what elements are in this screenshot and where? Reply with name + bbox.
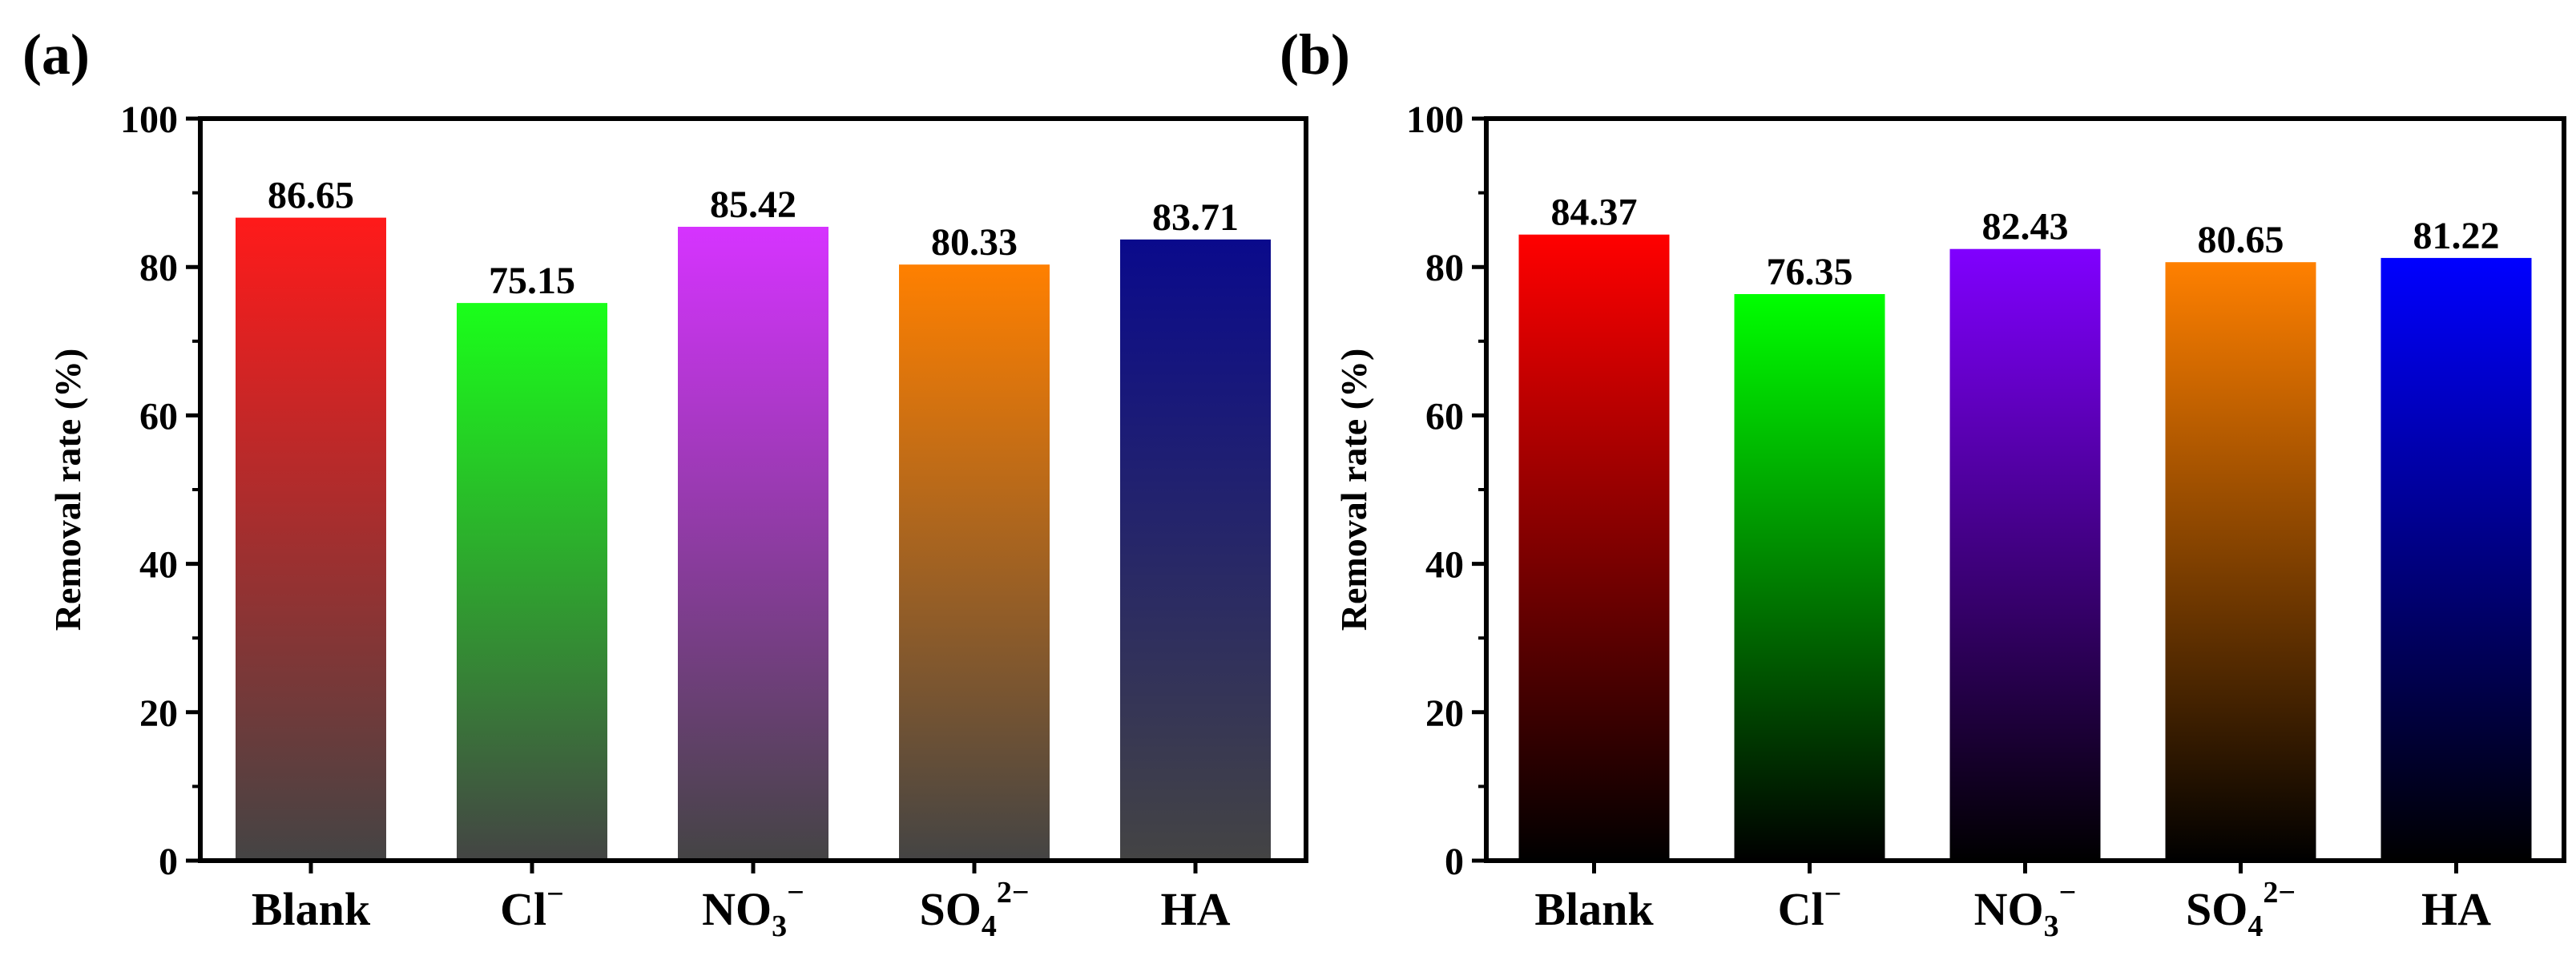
bar bbox=[899, 264, 1050, 861]
bar-value-label: 86.65 bbox=[268, 175, 354, 217]
bar bbox=[1120, 239, 1271, 861]
bar-value-label: 80.65 bbox=[2198, 219, 2284, 261]
bar bbox=[678, 227, 828, 861]
bar bbox=[2380, 257, 2532, 861]
y-tick-label: 0 bbox=[1445, 841, 1464, 883]
axes-frame bbox=[198, 116, 1308, 863]
y-tick-label: 80 bbox=[1425, 247, 1464, 289]
x-tick-label: Cl− bbox=[500, 877, 564, 935]
bar-value-label: 81.22 bbox=[2413, 215, 2500, 257]
x-tick-label: NO3− bbox=[1974, 876, 2077, 943]
y-tick-label: 40 bbox=[1425, 544, 1464, 587]
bar-value-label: 75.15 bbox=[489, 260, 575, 302]
bar-value-label: 84.37 bbox=[1551, 192, 1638, 234]
x-tick-label: HA bbox=[1161, 883, 1231, 935]
x-tick-label: Cl− bbox=[1778, 877, 1842, 935]
y-axis-title: Removal rate (%) bbox=[1333, 349, 1374, 631]
bar-value-label: 82.43 bbox=[1982, 206, 2069, 248]
y-tick-label: 100 bbox=[1406, 99, 1464, 141]
x-tick-label: Blank bbox=[252, 883, 371, 935]
bar bbox=[236, 217, 386, 861]
y-tick-label: 60 bbox=[139, 395, 178, 438]
x-tick-label: SO42− bbox=[919, 876, 1029, 943]
chart-panel-a: (a) 86.65 Blank 75.15 Cl− 85.42 NO3− 80.33 SO42−… bbox=[22, 22, 1308, 943]
bar-value-label: 80.33 bbox=[931, 221, 1018, 264]
x-tick-label: NO3− bbox=[702, 876, 804, 943]
bar bbox=[457, 303, 607, 861]
bar bbox=[1518, 234, 1670, 861]
y-tick-label: 40 bbox=[139, 544, 178, 587]
y-tick-label: 80 bbox=[139, 247, 178, 289]
panel-label: (a) bbox=[22, 22, 90, 87]
x-tick-label: HA bbox=[2421, 883, 2491, 935]
y-tick-label: 20 bbox=[1425, 692, 1464, 735]
y-tick-label: 20 bbox=[139, 692, 178, 735]
bar bbox=[1734, 293, 1885, 861]
bar-value-label: 76.35 bbox=[1767, 251, 1853, 293]
bar-value-label: 85.42 bbox=[710, 184, 796, 226]
chart-panel-b: (b) 84.37 Blank 76.35 Cl− 82.43 NO3− 80.65 SO42−… bbox=[1280, 22, 2566, 943]
axes-frame bbox=[1484, 116, 2566, 863]
y-tick-label: 60 bbox=[1425, 395, 1464, 438]
y-tick-label: 100 bbox=[120, 99, 178, 141]
y-axis-title: Removal rate (%) bbox=[47, 349, 88, 631]
panel-label: (b) bbox=[1280, 22, 1350, 87]
bar-value-label: 83.71 bbox=[1152, 196, 1239, 239]
x-tick-label: Blank bbox=[1534, 883, 1654, 935]
x-tick-label: SO42− bbox=[2186, 876, 2296, 943]
bar bbox=[1949, 248, 2101, 861]
bar bbox=[2165, 262, 2316, 861]
y-tick-label: 0 bbox=[159, 841, 178, 883]
